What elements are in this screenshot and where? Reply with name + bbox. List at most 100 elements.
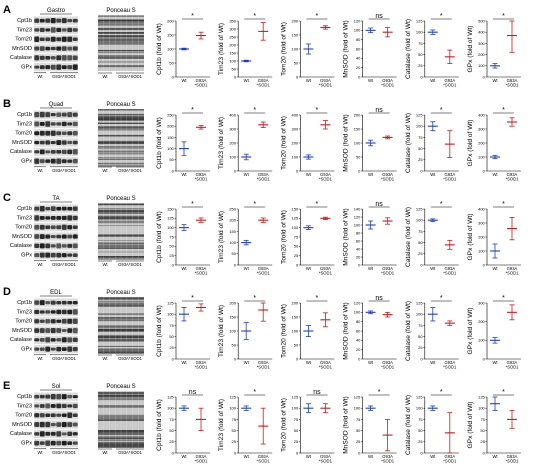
lane-label-g93a: G93A*SOD1 bbox=[118, 356, 142, 361]
chart-0-4: 0 25 50 75 100 125 Catalase (fold of Wt) Wt G93A… bbox=[405, 13, 459, 87]
x-tick-label-wt: Wt bbox=[244, 454, 250, 459]
blot-band bbox=[56, 234, 62, 239]
y-axis-label: MnSOD (fold of Wt) bbox=[343, 208, 350, 266]
y-tick-label: 25 bbox=[169, 253, 174, 258]
x-tick-label-wt: Wt bbox=[368, 454, 374, 459]
blot-band-strip bbox=[34, 16, 78, 25]
blot-band bbox=[50, 431, 56, 436]
blot-band bbox=[39, 421, 45, 428]
y-tick-label: 0 bbox=[420, 168, 423, 173]
lane-label-wt: Wt bbox=[37, 168, 43, 173]
blot-band bbox=[67, 112, 73, 118]
y-tick-label: 25 bbox=[418, 345, 423, 350]
y-tick-label: 50 bbox=[294, 244, 299, 249]
blot-band-strip bbox=[34, 420, 78, 429]
blot-band bbox=[39, 46, 45, 51]
blot-band bbox=[72, 395, 78, 399]
blot-band bbox=[39, 121, 45, 126]
blot-band bbox=[50, 141, 56, 145]
blot-band bbox=[67, 215, 73, 221]
blot-band bbox=[56, 300, 62, 305]
y-tick-label: 60 bbox=[356, 328, 361, 333]
data-point-wt bbox=[179, 405, 189, 411]
band-label: Cpt1b bbox=[17, 394, 32, 400]
y-tick-label: 0 bbox=[483, 450, 486, 455]
blot-band bbox=[67, 122, 73, 126]
blot-band bbox=[56, 225, 62, 230]
data-point-wt bbox=[427, 29, 438, 35]
blot-band-strip bbox=[34, 335, 78, 344]
significance-label: * bbox=[502, 13, 505, 20]
band-label: Tom20 bbox=[15, 319, 32, 325]
y-tick-label: 60 bbox=[356, 46, 361, 51]
chart-0-3: 0 20 40 60 80 100 120 MnSOD (fold of Wt) Wt G93A *… bbox=[343, 13, 397, 87]
blot-band bbox=[56, 150, 62, 154]
blot-band bbox=[72, 309, 78, 315]
blot-band bbox=[61, 421, 67, 428]
blot-band bbox=[45, 28, 51, 32]
significance-label: * bbox=[502, 201, 505, 208]
y-tick-label: 75 bbox=[418, 229, 423, 234]
x-tick-label-wt: Wt bbox=[244, 360, 250, 365]
data-point-g93a bbox=[382, 27, 393, 38]
data-point-wt bbox=[179, 307, 189, 322]
y-tick-label: 150 bbox=[229, 50, 236, 55]
y-tick-label: 150 bbox=[292, 32, 299, 37]
chart-3-4: 0 25 50 75 100 125 Catalase (fold of Wt) Wt G93A… bbox=[405, 295, 459, 369]
blot-band-strip bbox=[34, 204, 78, 213]
y-axis-label: MnSOD (fold of Wt) bbox=[343, 302, 350, 360]
blot-band bbox=[45, 150, 51, 154]
chart-4-1: 0 25 50 75 100 125 Tim23 (fold of Wt) Wt G93A *SO… bbox=[218, 389, 273, 463]
panel-d: D EDL Cpt1b Tim23 Tom20 MnSOD Catalase GPx Wt G93… bbox=[3, 286, 521, 369]
blot-band bbox=[61, 149, 67, 154]
blot-band-strip bbox=[34, 439, 78, 448]
blot-band bbox=[45, 140, 51, 145]
y-tick-label: 40 bbox=[356, 56, 361, 61]
blot-band bbox=[61, 300, 67, 305]
y-tick-label: 75 bbox=[294, 417, 299, 422]
lane-label-wt: Wt bbox=[102, 356, 108, 361]
x-tick-label-g93a: G93A *SOD1 bbox=[381, 78, 395, 87]
blot-band bbox=[50, 216, 56, 220]
blot-band bbox=[45, 112, 51, 118]
x-tick-label-wt: Wt bbox=[430, 78, 436, 83]
y-axis-label: Cpt1b (fold of Wt) bbox=[156, 117, 163, 169]
blot-band bbox=[39, 413, 45, 418]
chart-1-0: 0 50 100 150 200 250 Cpt1b (fold of Wt) Wt G93A *… bbox=[156, 107, 210, 181]
blot-band bbox=[34, 65, 40, 69]
blot-band bbox=[56, 346, 62, 352]
blot-band bbox=[50, 300, 56, 305]
y-tick-label: 50 bbox=[232, 428, 237, 433]
x-tick-label-wt: Wt bbox=[306, 172, 312, 177]
y-tick-label: 25 bbox=[169, 439, 174, 444]
y-tick-label: 50 bbox=[169, 428, 174, 433]
blot-band bbox=[50, 393, 56, 400]
blot-band bbox=[39, 431, 45, 437]
blot-band-strip bbox=[34, 110, 78, 119]
y-tick-label: 0 bbox=[234, 168, 237, 173]
blot-band-strip bbox=[34, 326, 78, 335]
y-tick-label: 20 bbox=[356, 347, 361, 352]
blot-band bbox=[50, 64, 56, 70]
y-tick-label: 200 bbox=[354, 112, 361, 117]
chart-3-2: 0 50 100 150 200 Tom20 (fold of Wt) Wt G93A *SOD… bbox=[280, 295, 335, 369]
lane-label-wt: Wt bbox=[37, 356, 43, 361]
y-tick-label: 40 bbox=[356, 338, 361, 343]
x-tick-label-wt: Wt bbox=[492, 172, 498, 177]
blot-band bbox=[56, 27, 62, 33]
blot-band-strip bbox=[34, 223, 78, 232]
band-label: Tom20 bbox=[15, 37, 32, 43]
blot-band-strip bbox=[34, 307, 78, 317]
chart-3-3: 0 20 40 60 80 100 120 MnSOD (fold of Wt) Wt G93A *… bbox=[343, 295, 397, 369]
blot-band bbox=[61, 403, 67, 409]
blot-band-strip bbox=[34, 392, 78, 401]
blot-band bbox=[39, 441, 45, 445]
lane-label-g93a: G93A*SOD1 bbox=[52, 74, 76, 79]
blot-band bbox=[67, 46, 73, 51]
blot-band bbox=[39, 394, 45, 399]
y-tick-label: 200 bbox=[478, 52, 485, 57]
blot-band bbox=[45, 18, 51, 23]
blot-band bbox=[72, 140, 78, 145]
y-tick-label: 100 bbox=[354, 406, 361, 411]
y-tick-label: 0 bbox=[172, 262, 175, 267]
